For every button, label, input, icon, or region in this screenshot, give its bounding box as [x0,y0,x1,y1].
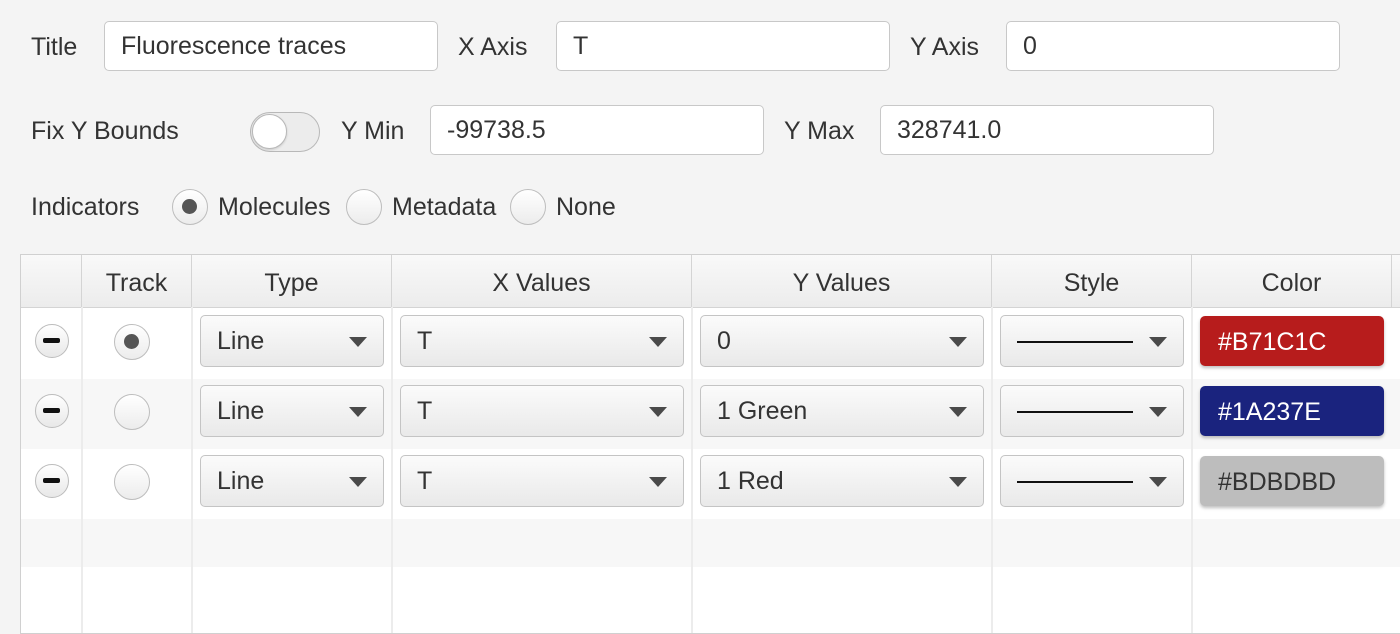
header-color[interactable]: Color [1192,255,1392,307]
track-radio[interactable] [114,324,150,360]
track-radio[interactable] [114,394,150,430]
table-header: Track Type X Values Y Values Style Color [21,255,1400,308]
y-max-input[interactable] [880,105,1214,155]
style-select[interactable] [1000,455,1184,507]
type-select-value: Line [217,327,265,355]
solid-line-icon [1017,481,1133,483]
x-axis-input[interactable] [556,21,890,71]
x-values-select[interactable]: T [400,315,684,367]
x-values-select[interactable]: T [400,455,684,507]
x-values-select-value: T [417,397,433,425]
y-values-select[interactable]: 0 [700,315,984,367]
y-axis-label: Y Axis [910,33,980,61]
toggle-knob [252,114,287,149]
header-style[interactable]: Style [992,255,1192,307]
type-select-value: Line [217,397,265,425]
y-values-select-value: 1 Green [717,397,808,425]
type-select-value: Line [217,467,265,495]
indicators-label: Indicators [31,193,140,221]
fix-y-bounds-label: Fix Y Bounds [31,117,179,145]
remove-row-icon[interactable] [35,464,69,498]
indicator-metadata-radio[interactable] [346,189,382,225]
x-values-select-value: T [417,467,433,495]
chevron-down-icon [649,337,667,347]
type-select[interactable]: Line [200,455,384,507]
column-divider [691,307,693,633]
chevron-down-icon [949,337,967,347]
chevron-down-icon [649,477,667,487]
y-max-label: Y Max [784,117,855,145]
chevron-down-icon [949,477,967,487]
column-divider [391,307,393,633]
chevron-down-icon [1149,337,1167,347]
fix-y-bounds-toggle[interactable] [250,112,320,152]
y-min-label: Y Min [341,117,405,145]
remove-row-icon[interactable] [35,324,69,358]
solid-line-icon [1017,341,1133,343]
title-input[interactable] [104,21,438,71]
x-values-select[interactable]: T [400,385,684,437]
column-divider [191,307,193,633]
chevron-down-icon [349,337,367,347]
x-values-select-value: T [417,327,433,355]
solid-line-icon [1017,411,1133,413]
y-values-select-value: 1 Red [717,467,784,495]
color-button[interactable]: #BDBDBD [1200,456,1384,506]
x-axis-label: X Axis [458,33,528,61]
type-select[interactable]: Line [200,385,384,437]
table-row-stripe [21,519,1400,567]
color-button[interactable]: #1A237E [1200,386,1384,436]
track-radio[interactable] [114,464,150,500]
title-label: Title [31,33,78,61]
type-select[interactable]: Line [200,315,384,367]
indicator-metadata-label: Metadata [392,193,497,221]
style-select[interactable] [1000,315,1184,367]
indicator-none-radio[interactable] [510,189,546,225]
header-track[interactable]: Track [82,255,192,307]
column-divider [1191,307,1193,633]
y-values-select[interactable]: 1 Red [700,455,984,507]
chevron-down-icon [949,407,967,417]
indicator-molecules-radio[interactable] [172,189,208,225]
chevron-down-icon [349,407,367,417]
header-remove [21,255,82,307]
y-values-select-value: 0 [717,327,731,355]
remove-row-icon[interactable] [35,394,69,428]
column-divider [991,307,993,633]
chevron-down-icon [349,477,367,487]
style-select[interactable] [1000,385,1184,437]
y-axis-input[interactable] [1006,21,1340,71]
column-divider [81,307,83,633]
header-x-values[interactable]: X Values [392,255,692,307]
color-button[interactable]: #B71C1C [1200,316,1384,366]
y-values-select[interactable]: 1 Green [700,385,984,437]
header-y-values[interactable]: Y Values [692,255,992,307]
chevron-down-icon [1149,407,1167,417]
series-table: Track Type X Values Y Values Style Color [20,254,1400,634]
chevron-down-icon [649,407,667,417]
chevron-down-icon [1149,477,1167,487]
indicator-none-label: None [556,193,616,221]
header-type[interactable]: Type [192,255,392,307]
y-min-input[interactable] [430,105,764,155]
indicator-molecules-label: Molecules [218,193,331,221]
